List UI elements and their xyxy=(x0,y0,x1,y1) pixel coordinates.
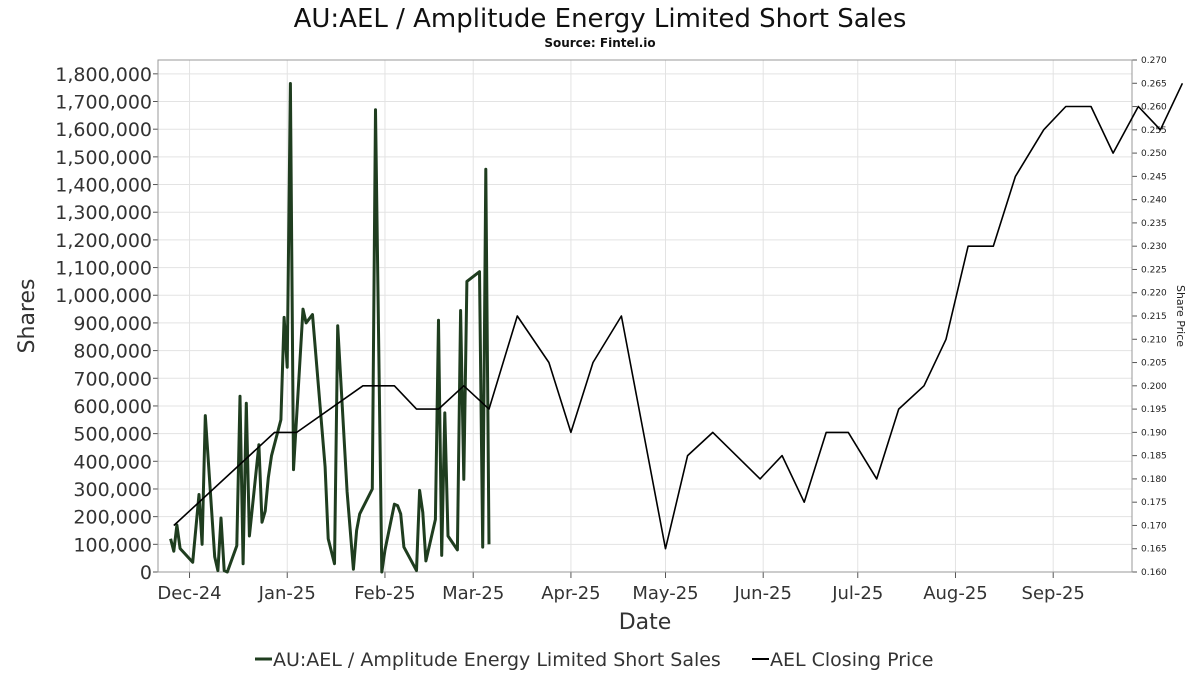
legend: AU:AEL / Amplitude Energy Limited Short … xyxy=(255,649,933,671)
y2-tick-label: 0.265 xyxy=(1141,79,1167,89)
x-tick-label: Dec-24 xyxy=(157,583,221,604)
short-sales-line xyxy=(169,82,491,574)
y2-tick-label: 0.175 xyxy=(1141,498,1167,508)
y-tick-label: 0 xyxy=(140,562,152,584)
y2-tick-label: 0.255 xyxy=(1141,126,1167,136)
x-tick-label: Jan-25 xyxy=(258,583,316,604)
y-tick-label: 800,000 xyxy=(73,341,152,363)
y-tick-label: 1,300,000 xyxy=(55,202,152,224)
y-tick-label: 600,000 xyxy=(73,396,152,418)
y2-tick-label: 0.185 xyxy=(1141,452,1167,462)
grid xyxy=(158,60,1132,573)
y2-axis-ticks: 0.160 0.165 0.170 0.175 0.180 0.185 0.190 0.195… xyxy=(1132,56,1167,578)
y2-tick-label: 0.240 xyxy=(1141,196,1167,206)
y2-tick-label: 0.220 xyxy=(1141,289,1167,299)
y-tick-label: 300,000 xyxy=(73,479,152,501)
y2-tick-label: 0.245 xyxy=(1141,172,1167,182)
y2-tick-label: 0.195 xyxy=(1141,405,1167,415)
y-tick-label: 400,000 xyxy=(73,451,152,473)
y-axis-label: Shares xyxy=(15,279,40,354)
y2-tick-label: 0.200 xyxy=(1141,382,1167,392)
y-tick-label: 1,800,000 xyxy=(55,64,152,86)
y-tick-label: 1,700,000 xyxy=(55,92,152,114)
plot-area xyxy=(157,59,1133,573)
y2-tick-label: 0.260 xyxy=(1141,103,1167,113)
y2-axis-label: Share Price xyxy=(1174,285,1187,347)
x-tick-label: Jul-25 xyxy=(831,583,883,604)
x-tick-label: Sep-25 xyxy=(1022,583,1085,604)
y-tick-label: 900,000 xyxy=(73,313,152,335)
y-tick-label: 1,400,000 xyxy=(55,175,152,197)
y-tick-label: 1,500,000 xyxy=(55,147,152,169)
y-tick-label: 100,000 xyxy=(73,534,152,556)
chart-title: AU:AEL / Amplitude Energy Limited Short … xyxy=(294,4,907,34)
y2-tick-label: 0.190 xyxy=(1141,428,1167,438)
y2-tick-label: 0.250 xyxy=(1141,149,1167,159)
x-tick-label: Apr-25 xyxy=(541,583,600,604)
y-tick-label: 1,600,000 xyxy=(55,119,152,141)
y2-tick-label: 0.170 xyxy=(1141,521,1167,531)
legend-label-closing-price: AEL Closing Price xyxy=(770,649,933,671)
series-lines xyxy=(169,82,1184,574)
x-tick-label: Feb-25 xyxy=(354,583,415,604)
x-axis-label: Date xyxy=(619,610,672,635)
y-tick-label: 1,100,000 xyxy=(55,258,152,280)
y2-tick-label: 0.180 xyxy=(1141,475,1167,485)
x-tick-label: May-25 xyxy=(632,583,698,604)
y-tick-label: 1,000,000 xyxy=(55,285,152,307)
x-tick-label: Aug-25 xyxy=(923,583,988,604)
y2-tick-label: 0.165 xyxy=(1141,545,1167,555)
y2-tick-label: 0.160 xyxy=(1141,568,1167,578)
y-tick-label: 200,000 xyxy=(73,507,152,529)
chart-subtitle: Source: Fintel.io xyxy=(544,36,655,50)
legend-label-short-sales: AU:AEL / Amplitude Energy Limited Short … xyxy=(273,649,721,671)
y2-tick-label: 0.230 xyxy=(1141,242,1167,252)
y-tick-label: 1,200,000 xyxy=(55,230,152,252)
y2-tick-label: 0.210 xyxy=(1141,335,1167,345)
y2-tick-label: 0.205 xyxy=(1141,359,1167,369)
y-tick-label: 700,000 xyxy=(73,368,152,390)
y-axis-ticks: 0 100,000 200,000 300,000 400,000 500,000 600,… xyxy=(55,64,158,584)
y2-tick-label: 0.215 xyxy=(1141,312,1167,322)
x-tick-label: Mar-25 xyxy=(442,583,504,604)
x-axis-ticks: Dec-24 Jan-25 Feb-25 Mar-25 Apr-25 May-25 Jun-… xyxy=(157,572,1085,604)
closing-price-line xyxy=(173,82,1184,550)
y2-tick-label: 0.235 xyxy=(1141,219,1167,229)
y2-tick-label: 0.270 xyxy=(1141,56,1167,66)
y2-tick-label: 0.225 xyxy=(1141,265,1167,275)
y-tick-label: 500,000 xyxy=(73,424,152,446)
x-tick-label: Jun-25 xyxy=(733,583,792,604)
